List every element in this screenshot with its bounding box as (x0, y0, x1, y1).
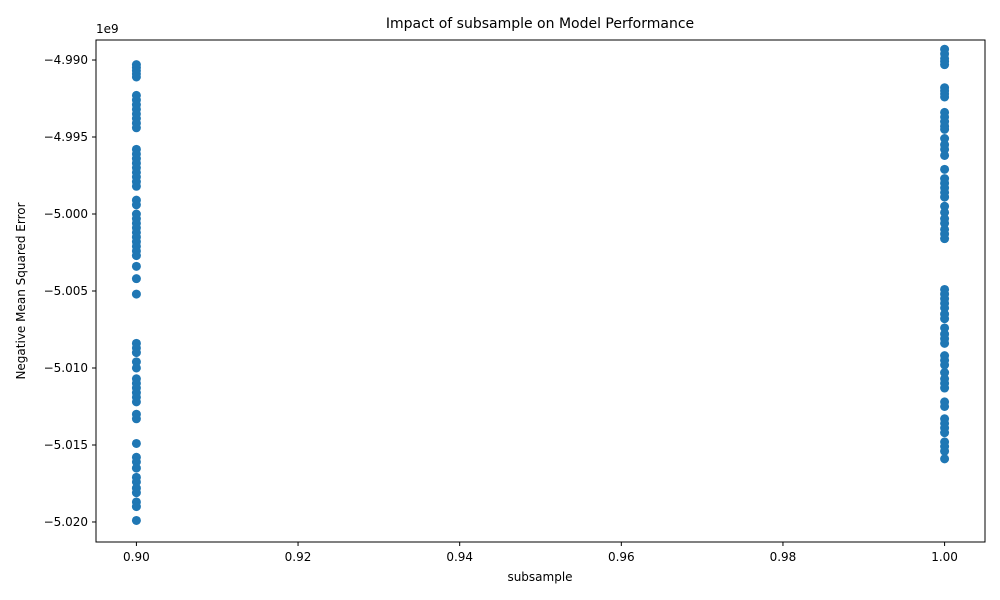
x-tick-label: 0.96 (608, 550, 635, 564)
y-axis-title: Negative Mean Squared Error (14, 202, 28, 379)
plot-frame (95, 39, 986, 543)
data-point (940, 323, 950, 333)
x-tick-label: 1.00 (931, 550, 958, 564)
data-point (940, 144, 950, 154)
y-tick-label: −4.995 (44, 130, 88, 144)
data-point (940, 234, 950, 244)
data-point (131, 457, 141, 467)
data-point (940, 207, 950, 217)
x-axis-title: subsample (507, 570, 572, 584)
y-axis: −4.990 −4.995 −5.000 −5.005 −5.010 −5.015 −5.0… (44, 53, 96, 529)
x-axis: 0.90 0.92 0.94 0.96 0.98 1.00 (123, 542, 958, 564)
data-point (940, 368, 950, 378)
x-tick-label: 0.92 (285, 550, 312, 564)
chart-title: Impact of subsample on Model Performance (386, 16, 694, 32)
data-point (131, 123, 141, 133)
data-point (131, 463, 141, 473)
data-points (131, 44, 950, 525)
data-point (940, 124, 950, 134)
y-tick-label: −4.990 (44, 53, 88, 67)
data-point (131, 251, 141, 261)
data-point (940, 201, 950, 211)
data-point (940, 383, 950, 393)
data-point (940, 164, 950, 174)
data-point (940, 218, 950, 228)
data-point (131, 274, 141, 284)
data-point (131, 502, 141, 512)
data-point (940, 360, 950, 370)
y-tick-label: −5.015 (44, 438, 88, 452)
data-point (940, 134, 950, 144)
y-offset-label: 1e9 (96, 22, 119, 36)
data-point (131, 72, 141, 82)
x-tick-label: 0.98 (770, 550, 797, 564)
y-tick-label: −5.010 (44, 361, 88, 375)
data-point (940, 454, 950, 464)
data-point (131, 261, 141, 271)
data-point (131, 181, 141, 191)
data-point (940, 446, 950, 456)
data-point (131, 289, 141, 299)
data-point (940, 401, 950, 411)
data-point (940, 92, 950, 102)
data-point (940, 338, 950, 348)
data-point (940, 303, 950, 313)
data-point (131, 200, 141, 210)
data-point (131, 488, 141, 498)
x-tick-label: 0.90 (123, 550, 150, 564)
data-point (131, 348, 141, 358)
y-tick-label: −5.020 (44, 515, 88, 529)
y-tick-label: −5.005 (44, 284, 88, 298)
data-point (131, 357, 141, 367)
data-point (940, 428, 950, 438)
data-point (131, 515, 141, 525)
data-point (131, 477, 141, 487)
x-tick-label: 0.94 (446, 550, 473, 564)
y-tick-label: −5.000 (44, 207, 88, 221)
data-point (131, 397, 141, 407)
data-point (940, 60, 950, 70)
data-point (940, 150, 950, 160)
data-point (131, 438, 141, 448)
data-point (940, 314, 950, 324)
data-point (940, 192, 950, 202)
data-point (131, 414, 141, 424)
data-point (131, 363, 141, 373)
